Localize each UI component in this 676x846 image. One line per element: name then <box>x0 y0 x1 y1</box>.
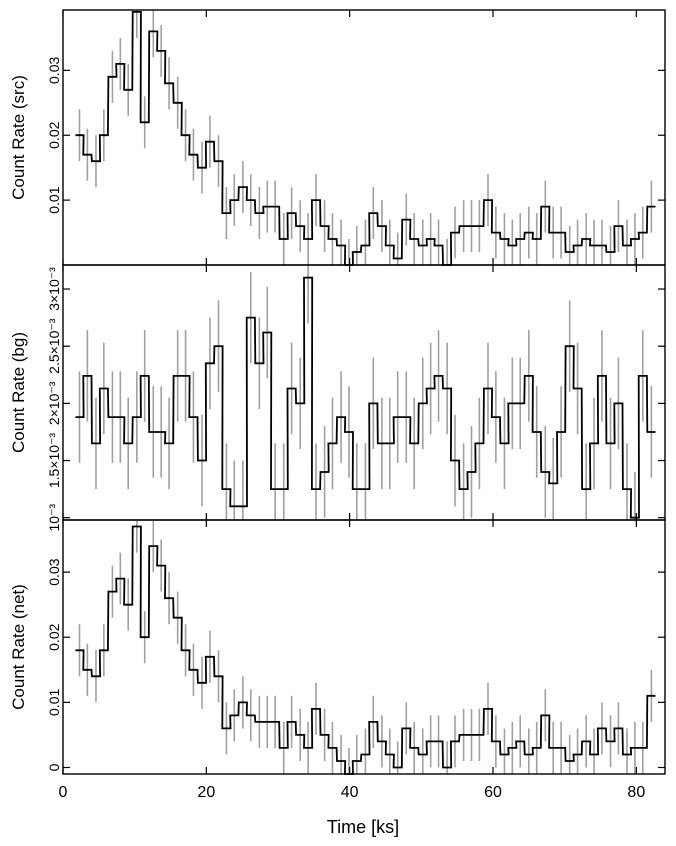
net-y-tick-label-3: 0.03 <box>46 558 62 585</box>
bg-y-tick-label-4: 3×10⁻³ <box>46 267 62 311</box>
src-axis-ticks: 0.01 0.02 0.03 <box>46 10 665 265</box>
x-axis-label: Time [ks] <box>327 817 399 837</box>
net-axis-ticks: 0 0.01 0.02 0.03 0 20 40 60 80 <box>46 520 665 801</box>
net-rate-series <box>75 525 656 775</box>
net-y-tick-label-0: 0 <box>46 763 62 771</box>
bg-y-tick-label-2: 2×10⁻³ <box>46 381 62 425</box>
bg-axis-ticks: 10⁻³ 1.5×10⁻³ 2×10⁻³ 2.5×10⁻³ 3×10⁻³ <box>46 265 665 532</box>
net-plot-frame <box>62 519 666 775</box>
src-y-tick-label-2: 0.03 <box>46 57 62 84</box>
bg-y-tick-label-0: 10⁻³ <box>46 504 62 532</box>
x-tick-label-1: 20 <box>197 784 215 801</box>
bg-rate-series <box>75 276 656 519</box>
net-y-tick-label-1: 0.01 <box>46 689 62 716</box>
bg-y-tick-label-3: 2.5×10⁻³ <box>46 318 62 374</box>
bg-step-line <box>75 276 656 519</box>
src-rate-series <box>75 11 656 266</box>
src-y-axis-label: Count Rate (src) <box>9 75 28 200</box>
x-tick-label-2: 40 <box>341 784 359 801</box>
src-y-tick-label-0: 0.01 <box>46 186 62 213</box>
x-tick-label-4: 80 <box>627 784 645 801</box>
net-y-tick-label-2: 0.02 <box>46 623 62 650</box>
panel-net: 0 0.01 0.02 0.03 0 20 40 60 80 Count Rate (net) <box>9 519 666 801</box>
x-tick-label-3: 60 <box>484 784 502 801</box>
src-y-tick-label-1: 0.02 <box>46 121 62 148</box>
bg-y-tick-label-1: 1.5×10⁻³ <box>46 433 62 489</box>
panel-src: 0.01 0.02 0.03 Count Rate (src) <box>9 9 666 266</box>
src-step-line <box>75 11 656 266</box>
x-tick-label-0: 0 <box>59 784 68 801</box>
bg-y-axis-label: Count Rate (bg) <box>9 332 28 453</box>
net-step-line <box>75 525 656 775</box>
net-y-axis-label: Count Rate (net) <box>9 584 28 710</box>
